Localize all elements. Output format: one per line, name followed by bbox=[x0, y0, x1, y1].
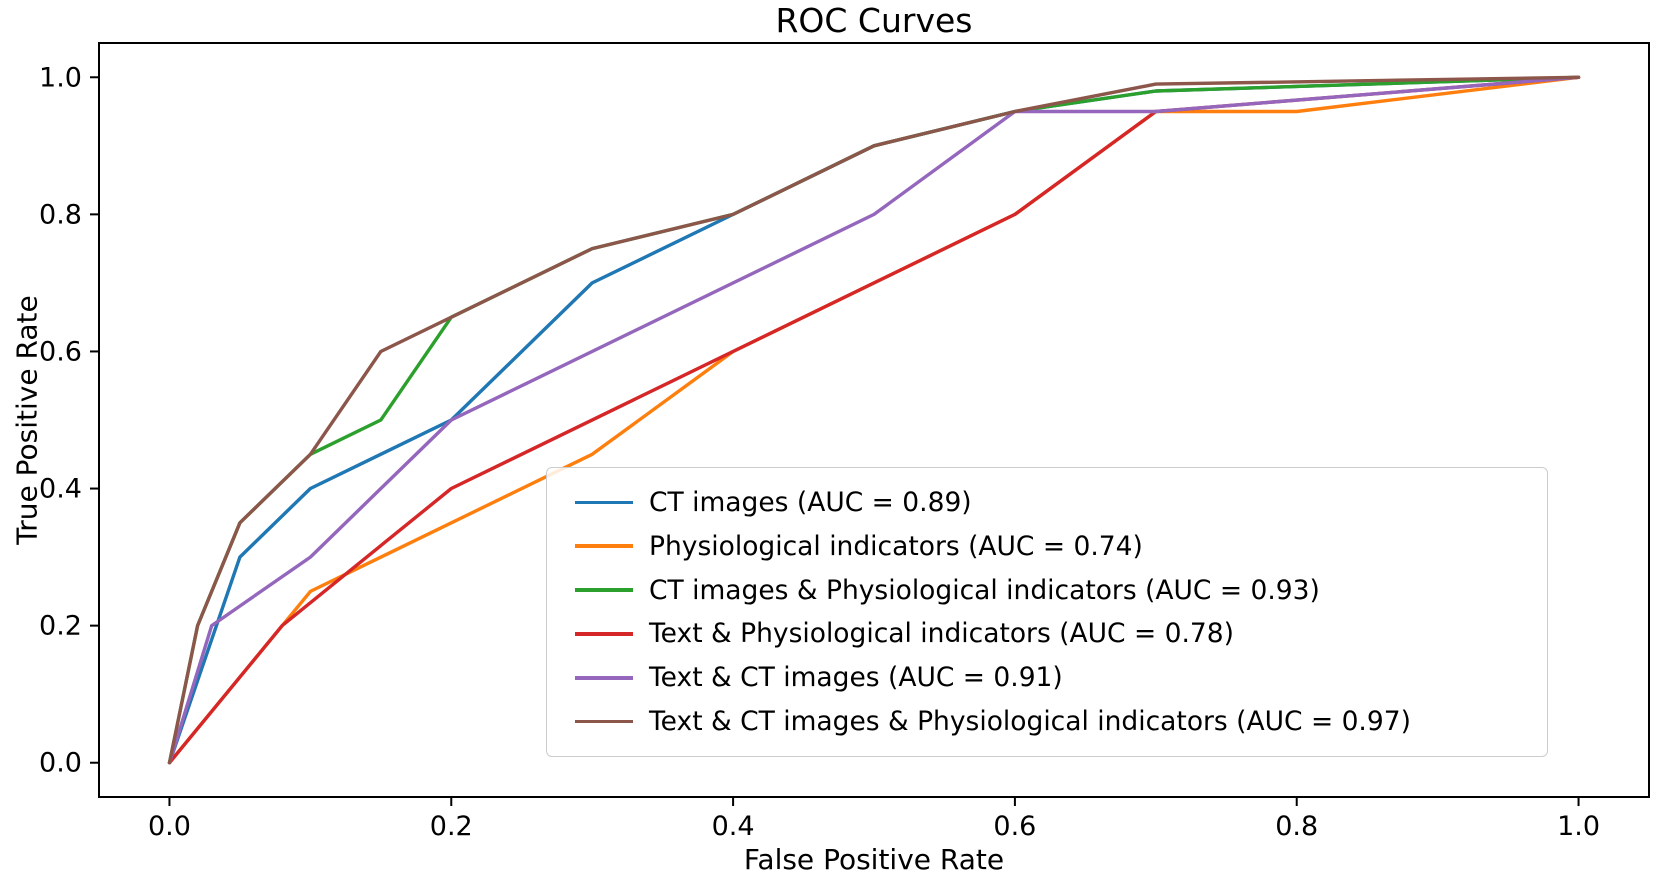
x-tick-label: 0.8 bbox=[1275, 811, 1318, 842]
legend-label: Physiological indicators (AUC = 0.74) bbox=[649, 530, 1143, 562]
axes-layer: 0.0 0.2 0.4 0.6 0.8 1.0 0.0 0.2 0.4 0.6 0.8 1.0 bbox=[39, 42, 1650, 842]
legend-item-physiological-indicators: Physiological indicators (AUC = 0.74) bbox=[575, 531, 1547, 562]
legend-item-text-and-physiological: Text & Physiological indicators (AUC = 0… bbox=[575, 618, 1547, 649]
legend-line-swatch bbox=[575, 588, 633, 592]
y-tick-label: 0.0 bbox=[39, 748, 82, 779]
legend-label: Text & CT images & Physiological indicat… bbox=[649, 706, 1411, 738]
legend-label: Text & CT images (AUC = 0.91) bbox=[649, 662, 1063, 694]
legend-item-text-and-ct: Text & CT images (AUC = 0.91) bbox=[575, 662, 1547, 693]
y-tick-label: 0.6 bbox=[39, 336, 82, 367]
y-tick-label: 0.4 bbox=[39, 474, 82, 505]
y-tick-label: 1.0 bbox=[39, 62, 82, 93]
x-tick-label: 0.4 bbox=[712, 811, 755, 842]
y-tick-label: 0.8 bbox=[39, 199, 82, 230]
legend-item-ct-images: CT images (AUC = 0.89) bbox=[575, 487, 1547, 518]
legend-label: CT images (AUC = 0.89) bbox=[649, 486, 972, 518]
x-tick-label: 1.0 bbox=[1557, 811, 1600, 842]
roc-curve-text-ct-physiological bbox=[167, 75, 1581, 765]
legend-line-swatch bbox=[575, 719, 633, 724]
curves-layer bbox=[167, 75, 1581, 765]
legend-item-text-ct-physiological: Text & CT images & Physiological indicat… bbox=[575, 706, 1547, 737]
x-tick-label: 0.0 bbox=[148, 811, 191, 842]
legend-label: CT images & Physiological indicators (AU… bbox=[649, 574, 1320, 606]
legend-line-swatch bbox=[575, 500, 633, 505]
roc-curve-text-and-ct bbox=[167, 75, 1581, 765]
legend-label: Text & Physiological indicators (AUC = 0… bbox=[649, 618, 1234, 650]
y-axis-label: True Positive Rate bbox=[10, 295, 44, 545]
legend-line-swatch bbox=[575, 632, 633, 636]
x-tick-label: 0.2 bbox=[430, 811, 473, 842]
chart-title: ROC Curves bbox=[775, 1, 973, 40]
x-axis-label: False Positive Rate bbox=[743, 843, 1005, 876]
x-tick-label: 0.6 bbox=[993, 811, 1036, 842]
y-tick-label: 0.2 bbox=[39, 611, 82, 642]
legend-line-swatch bbox=[575, 544, 633, 548]
legend-line-swatch bbox=[575, 675, 633, 680]
legend: CT images (AUC = 0.89) Physiological indi… bbox=[546, 467, 1548, 757]
axes-spines bbox=[98, 42, 1650, 798]
legend-item-ct-and-physiological: CT images & Physiological indicators (AU… bbox=[575, 575, 1547, 606]
